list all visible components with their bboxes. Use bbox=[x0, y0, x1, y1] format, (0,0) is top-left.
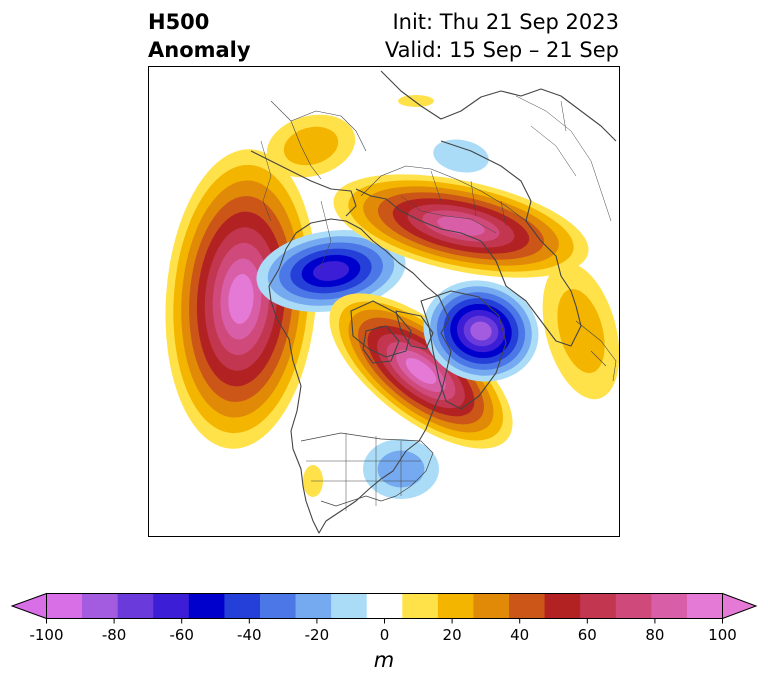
colorbar-tick-labels: -100 -80 -60 -40 -20 0 20 40 60 80 100 bbox=[0, 626, 768, 648]
colorbar-segment bbox=[188, 593, 225, 619]
colorbar-segment bbox=[615, 593, 652, 619]
negative-anomaly-contour bbox=[312, 261, 350, 281]
colorbar-tick-label: -60 bbox=[169, 626, 194, 644]
colorbar bbox=[10, 592, 758, 624]
arctic-islands-2 bbox=[362, 325, 400, 364]
colorbar-tick-label: 40 bbox=[510, 626, 530, 644]
colorbar-segment bbox=[437, 593, 474, 619]
arctic-islands-3 bbox=[395, 310, 434, 350]
alaska-siberia-coast bbox=[250, 150, 357, 217]
eurasia-coastline bbox=[355, 140, 582, 347]
negative-anomaly-contour bbox=[470, 321, 492, 341]
colorbar-segment bbox=[402, 593, 439, 619]
colorbar-tick-label: 60 bbox=[577, 626, 597, 644]
valid-range: Valid: 15 Sep – 21 Sep bbox=[384, 38, 619, 62]
kamchatka-coast bbox=[260, 140, 332, 272]
colorbar-segment bbox=[651, 593, 688, 619]
positive-anomaly-contour bbox=[405, 358, 437, 384]
positive-anomaly-contour bbox=[398, 95, 434, 107]
colorbar-segment bbox=[46, 593, 83, 619]
colorbar-segment bbox=[509, 593, 546, 619]
colorbar-tick-label: 0 bbox=[379, 626, 390, 644]
title-variable: H500 bbox=[148, 10, 210, 34]
arctic-islands-1 bbox=[350, 300, 412, 358]
colorbar-segments bbox=[46, 593, 723, 619]
colorbar-unit-label: m bbox=[373, 648, 395, 672]
colorbar-segment bbox=[331, 593, 368, 619]
colorbar-tickmarks bbox=[46, 618, 723, 624]
colorbar-tick-label: -20 bbox=[304, 626, 330, 644]
greenland-coastline bbox=[420, 290, 507, 410]
title-right: Init: Thu 21 Sep 2023 Valid: 15 Sep – 21… bbox=[385, 8, 619, 64]
anomaly-map bbox=[148, 66, 620, 537]
us-borders bbox=[300, 432, 434, 507]
europe-borders bbox=[515, 95, 612, 222]
colorbar-over-triangle bbox=[722, 592, 758, 620]
land-outlines bbox=[250, 70, 617, 534]
colorbar-segment bbox=[224, 593, 261, 619]
colorbar-under-triangle bbox=[10, 592, 47, 620]
colorbar-tick-label: 20 bbox=[442, 626, 462, 644]
asia-north-boundary bbox=[380, 70, 617, 142]
colorbar-segment bbox=[82, 593, 119, 619]
colorbar-segment bbox=[259, 593, 297, 619]
colorbar-tick-label: -40 bbox=[237, 626, 262, 644]
siberia-regions bbox=[400, 170, 507, 234]
colorbar-segment bbox=[686, 593, 723, 619]
colorbar-segment bbox=[366, 593, 403, 619]
russia-internal-borders bbox=[360, 165, 527, 222]
positive-anomaly-contour bbox=[228, 274, 254, 324]
colorbar-segment bbox=[473, 593, 510, 619]
europe-south-coast bbox=[575, 320, 617, 382]
init-time: Init: Thu 21 Sep 2023 bbox=[392, 10, 619, 34]
colorbar-tick-label: 100 bbox=[708, 626, 737, 644]
colorbar-segment bbox=[580, 593, 617, 619]
map-svg bbox=[165, 70, 619, 534]
colorbar-segment bbox=[153, 593, 190, 619]
anomaly-shading bbox=[165, 95, 619, 499]
east-asia-borders bbox=[270, 100, 367, 180]
north-america-coastline bbox=[268, 218, 452, 534]
colorbar-segment bbox=[295, 593, 332, 619]
colorbar-segment bbox=[544, 593, 581, 619]
colorbar-tick-label: -80 bbox=[101, 626, 127, 644]
positive-anomaly-contour bbox=[557, 289, 605, 373]
title-left: H500 Anomaly bbox=[148, 8, 251, 64]
negative-anomaly-contour bbox=[433, 139, 489, 173]
colorbar-tick-label: 80 bbox=[645, 626, 665, 644]
colorbar-tick-label: -100 bbox=[29, 626, 64, 644]
title-field: Anomaly bbox=[148, 38, 251, 62]
us-state-lines bbox=[306, 433, 421, 511]
colorbar-segment bbox=[117, 593, 154, 619]
